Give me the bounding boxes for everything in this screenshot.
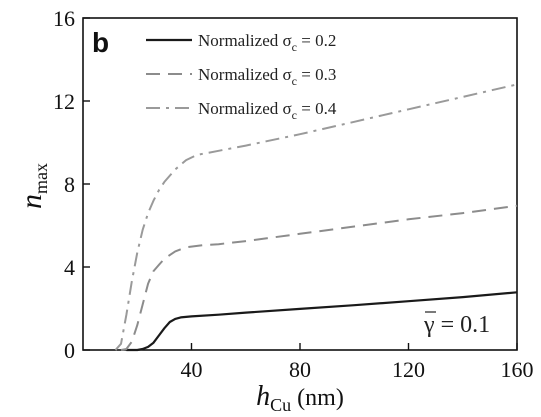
y-tick-label: 0 bbox=[64, 338, 75, 363]
x-axis-sub: Cu bbox=[270, 395, 291, 415]
y-tick-label: 12 bbox=[53, 89, 75, 114]
x-axis-main: h bbox=[256, 381, 270, 412]
x-axis-label: hCu (nm) bbox=[256, 381, 344, 415]
series-line-2 bbox=[120, 204, 518, 351]
x-axis-unit: (nm) bbox=[291, 385, 344, 411]
y-axis-sub: max bbox=[31, 163, 51, 194]
x-tick-label: 160 bbox=[501, 357, 534, 382]
series-line-1 bbox=[126, 291, 518, 352]
axis-ticks: 40 80 120 160 0 4 8 12 16 bbox=[53, 6, 534, 382]
legend-label-1: Normalized σc = 0.2 bbox=[198, 31, 336, 54]
legend: Normalized σc = 0.2 Normalized σc = 0.3 No… bbox=[146, 31, 337, 122]
legend-label-2: Normalized σc = 0.3 bbox=[198, 65, 336, 88]
x-tick-label: 80 bbox=[289, 357, 311, 382]
y-axis-main: n bbox=[15, 194, 48, 209]
legend-label-3: Normalized σc = 0.4 bbox=[198, 99, 337, 122]
series-line-3 bbox=[114, 83, 518, 351]
y-axis-label: nmax bbox=[15, 163, 51, 209]
y-tick-label: 16 bbox=[53, 6, 75, 31]
gamma-annotation: γ = 0.1 bbox=[423, 312, 490, 338]
x-tick-label: 120 bbox=[392, 357, 425, 382]
panel-letter: b bbox=[92, 27, 109, 58]
x-tick-label: 40 bbox=[181, 357, 203, 382]
series-layer bbox=[114, 83, 518, 352]
y-tick-label: 8 bbox=[64, 172, 75, 197]
y-tick-label: 4 bbox=[64, 255, 75, 280]
